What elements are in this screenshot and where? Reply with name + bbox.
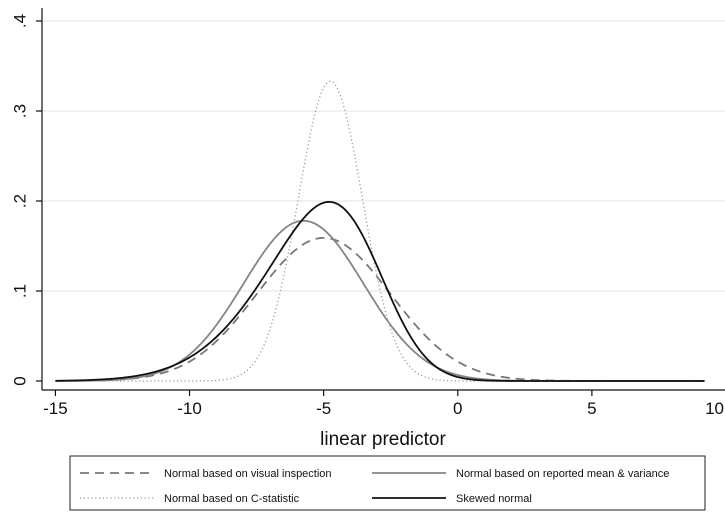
y-tick-label: .3 xyxy=(11,104,30,118)
series-layer xyxy=(55,80,705,382)
x-tick-label: 0 xyxy=(453,399,462,418)
legend-label: Normal based on reported mean & variance xyxy=(456,468,669,480)
x-tick-label: 10 xyxy=(705,399,724,418)
legend-label: Normal based on C-statistic xyxy=(164,493,300,505)
series-line-3 xyxy=(55,200,705,382)
y-tick-label: 0 xyxy=(11,376,30,385)
legend-box xyxy=(69,455,706,511)
gridlines xyxy=(42,20,725,292)
legend: Normal based on visual inspection Normal … xyxy=(69,455,706,511)
x-tick-label: -5 xyxy=(316,399,331,418)
y-tick-label: .2 xyxy=(11,194,30,208)
x-tick-label: -15 xyxy=(43,399,68,418)
x-tick-label: 5 xyxy=(587,399,596,418)
legend-label: Normal based on visual inspection xyxy=(164,468,332,480)
legend-label: Skewed normal xyxy=(456,493,532,505)
y-tick-label: .1 xyxy=(11,284,30,298)
axes: 0 .1 .2 .3 .4 -15 -10 -5 0 5 10 xyxy=(11,8,725,418)
x-axis-title: linear predictor xyxy=(320,429,446,450)
x-tick-label: -10 xyxy=(177,399,202,418)
y-tick-label: .4 xyxy=(11,14,30,28)
